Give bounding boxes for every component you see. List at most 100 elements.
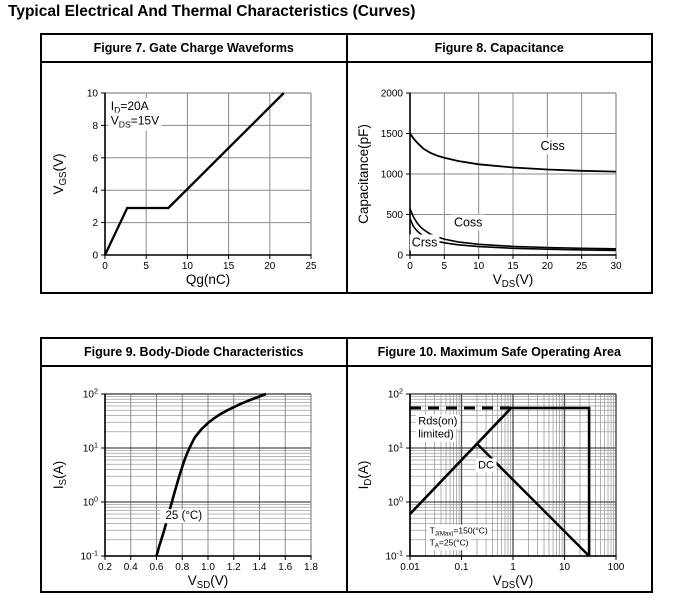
svg-text:8: 8 — [92, 120, 98, 131]
svg-text:10: 10 — [182, 261, 194, 272]
svg-text:1: 1 — [510, 562, 516, 573]
svg-text:10-1: 10-1 — [80, 549, 98, 563]
figure-8-chart: 0 5 10 15 20 25 30 0 500 1000 1500 2000 VDS(V) Capaci… — [356, 88, 622, 289]
svg-text:100: 100 — [83, 495, 98, 509]
svg-text:2: 2 — [92, 218, 98, 229]
series-coss — [409, 207, 617, 250]
annotation: Crss — [409, 233, 440, 250]
svg-text:0: 0 — [102, 261, 108, 272]
svg-text:102: 102 — [83, 387, 98, 401]
figure-9-body: 0.2 0.4 0.6 0.8 1.0 1.2 1.4 1.6 1.8 10-1 100 101 102… — [42, 367, 346, 591]
annotation: ID=20A — [108, 97, 151, 116]
svg-text:Crss: Crss — [412, 235, 438, 249]
annotation: Rds(on) — [416, 414, 461, 429]
annotation: VDS=15V — [108, 112, 162, 130]
svg-text:25 (°C): 25 (°C) — [165, 510, 202, 522]
svg-text:Coss: Coss — [454, 215, 482, 229]
x-axis-label: VDS(V) — [493, 573, 533, 590]
y-axis-label: ID(A) — [356, 461, 374, 490]
panel-figure-8: Figure 8. Capacitance 0 5 10 15 20 25 30 0 500 10… — [345, 35, 652, 292]
x-axis-label: VSD(V) — [188, 573, 228, 590]
svg-text:20: 20 — [264, 261, 276, 272]
svg-text:10-1: 10-1 — [386, 549, 404, 563]
svg-text:6: 6 — [92, 153, 98, 164]
svg-text:0: 0 — [92, 250, 98, 261]
svg-text:15: 15 — [508, 261, 520, 272]
svg-text:15: 15 — [223, 261, 235, 272]
annotation: TJ(Max)=150(°C) — [427, 524, 491, 539]
svg-text:500: 500 — [387, 210, 404, 221]
figure-10-title: Figure 10. Maximum Safe Operating Area — [347, 339, 651, 367]
svg-text:1.2: 1.2 — [227, 562, 241, 573]
svg-text:30: 30 — [611, 261, 623, 272]
svg-text:25: 25 — [305, 261, 317, 272]
major-grid — [409, 92, 617, 255]
series-crss — [409, 217, 617, 251]
svg-text:0.1: 0.1 — [455, 562, 469, 573]
svg-text:DC: DC — [478, 459, 494, 471]
figure-9-title: Figure 9. Body-Diode Characteristics — [42, 339, 346, 367]
figure-7-title: Figure 7. Gate Charge Waveforms — [42, 35, 346, 63]
svg-text:100: 100 — [608, 562, 625, 573]
svg-text:1500: 1500 — [381, 129, 404, 140]
svg-text:TJ(Max)=150(°C): TJ(Max)=150(°C) — [430, 526, 488, 538]
annotation: limited) — [416, 427, 457, 442]
svg-text:102: 102 — [388, 387, 403, 401]
charts-table-top: Figure 7. Gate Charge Waveforms 0 5 10 15 20… — [40, 33, 653, 294]
svg-text:1.4: 1.4 — [252, 562, 266, 573]
svg-text:VDS=15V: VDS=15V — [111, 113, 159, 129]
plot-frame — [103, 91, 312, 256]
series-ciss — [409, 132, 617, 172]
series-soa-boundary — [409, 406, 591, 556]
annotation: Coss — [451, 214, 486, 231]
svg-text:Rds(on): Rds(on) — [419, 416, 458, 428]
svg-text:Ciss: Ciss — [541, 139, 565, 153]
plot-frame — [409, 393, 617, 557]
svg-text:0.4: 0.4 — [124, 562, 138, 573]
figure-7-chart: 0 5 10 15 20 250246810Qg(nC)VGS(V)ID=20AVDS=1… — [51, 88, 317, 287]
svg-text:0.8: 0.8 — [175, 562, 189, 573]
svg-text:5: 5 — [442, 261, 448, 272]
svg-text:10: 10 — [559, 562, 571, 573]
svg-text:25: 25 — [576, 261, 588, 272]
series-vgs-gate-charge — [103, 91, 285, 255]
axis-ticks-and-labels: 0 5 10 15 20 25 30 0 500 1000 1500 2000 — [381, 88, 622, 272]
charts-table-bottom: Figure 9. Body-Diode Characteristics 0.2… — [40, 337, 653, 593]
axis-ticks-and-labels: 0 5 10 15 20 25 0 2 4 6 8 10 — [87, 88, 317, 272]
figure-10-chart: 0.01 0.1 1 10 100 10-1 100 101 102 VDS(V) ID(A) Rds… — [356, 387, 625, 590]
figure-8-body: 0 5 10 15 20 25 30 0 500 1000 1500 2000 VDS(V) Capaci… — [348, 63, 652, 292]
annotation: TA=25(°C) — [427, 536, 472, 551]
x-axis-label: Qg(nC) — [186, 272, 230, 287]
svg-text:4: 4 — [92, 185, 98, 196]
annotation: Ciss — [538, 137, 568, 154]
figure-9-chart: 0.2 0.4 0.6 0.8 1.0 1.2 1.4 1.6 1.8 10-1 100 101 102… — [51, 387, 318, 590]
svg-text:101: 101 — [388, 441, 403, 455]
svg-text:5: 5 — [143, 261, 149, 272]
svg-text:1000: 1000 — [381, 169, 404, 180]
svg-text:0.01: 0.01 — [401, 562, 421, 573]
svg-text:100: 100 — [388, 495, 403, 509]
svg-text:0: 0 — [398, 250, 404, 261]
svg-text:TA=25(°C): TA=25(°C) — [430, 537, 469, 549]
page-title: Typical Electrical And Thermal Character… — [8, 3, 416, 20]
annotation: DC — [475, 458, 497, 473]
panel-figure-10: Figure 10. Maximum Safe Operating Area 0… — [345, 339, 651, 591]
svg-text:ID=20A: ID=20A — [111, 99, 149, 115]
svg-text:101: 101 — [83, 441, 98, 455]
svg-text:20: 20 — [542, 261, 554, 272]
figure-8-title: Figure 8. Capacitance — [347, 35, 651, 63]
svg-text:limited): limited) — [419, 429, 454, 441]
axis-ticks-and-labels: 0.2 0.4 0.6 0.8 1.0 1.2 1.4 1.6 1.8 10-1 100 101 102 — [80, 387, 318, 573]
svg-text:0.6: 0.6 — [149, 562, 163, 573]
panel-figure-7: Figure 7. Gate Charge Waveforms 0 5 10 15 20… — [42, 35, 346, 292]
svg-text:1.6: 1.6 — [278, 562, 292, 573]
y-axis-label: Capacitance(pF) — [356, 124, 371, 224]
svg-text:0.2: 0.2 — [98, 562, 112, 573]
figure-7-body: 0 5 10 15 20 25 0 2 4 6 8 10 Qg(nC) VGS(V) ID=20A VDS=1… — [42, 63, 346, 292]
axis-ticks-and-labels: 0.01 0.1 1 10 100 10-1 100 101 102 — [386, 387, 625, 573]
y-axis-label: VGS(V) — [51, 153, 69, 194]
major-grid — [104, 393, 312, 557]
svg-text:1.0: 1.0 — [201, 562, 215, 573]
y-axis-label: IS(A) — [51, 461, 69, 489]
